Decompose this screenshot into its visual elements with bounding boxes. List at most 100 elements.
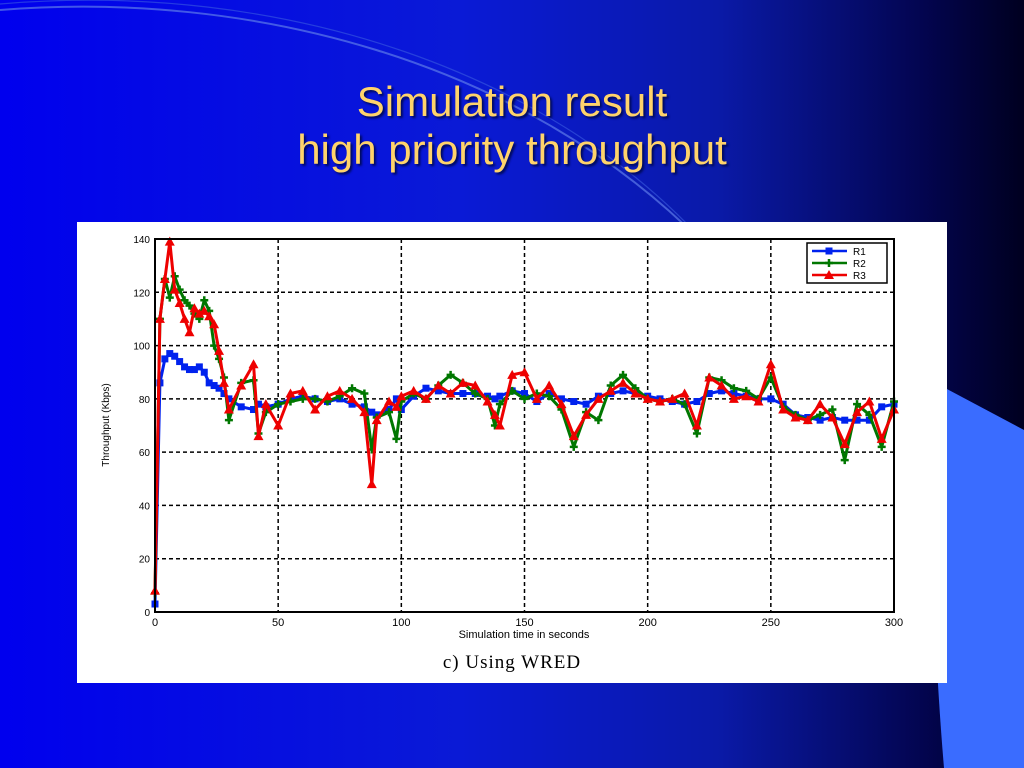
data-point-r1 bbox=[705, 390, 713, 398]
grid bbox=[155, 239, 894, 612]
data-point-r3 bbox=[260, 399, 271, 409]
data-point-r2 bbox=[360, 389, 369, 398]
data-point-r1 bbox=[348, 400, 356, 408]
data-point-r2 bbox=[865, 410, 874, 419]
data-point-r3 bbox=[396, 391, 407, 401]
data-point-r1 bbox=[434, 387, 442, 395]
slide-title: Simulation result high priority throughp… bbox=[0, 78, 1024, 174]
data-point-r1 bbox=[853, 416, 861, 424]
legend-marker bbox=[824, 270, 834, 279]
data-point-r1 bbox=[195, 363, 203, 371]
data-point-r3 bbox=[815, 399, 826, 409]
y-tick-label: 140 bbox=[133, 235, 150, 246]
data-point-r1 bbox=[185, 366, 193, 374]
data-point-r3 bbox=[482, 396, 493, 406]
data-point-r2 bbox=[569, 442, 578, 451]
data-point-r3 bbox=[218, 377, 229, 387]
data-point-r3 bbox=[489, 409, 500, 419]
data-point-r3 bbox=[470, 380, 481, 390]
x-axis-label: Simulation time in seconds bbox=[459, 629, 590, 641]
data-point-r3 bbox=[223, 404, 234, 414]
x-tick-label: 50 bbox=[272, 617, 284, 629]
data-point-r3 bbox=[420, 393, 431, 403]
data-point-r3 bbox=[494, 420, 505, 430]
y-axis-label: Throughput (Kbps) bbox=[101, 383, 112, 466]
data-point-r1 bbox=[166, 350, 174, 358]
data-point-r2 bbox=[446, 370, 455, 379]
data-point-r2 bbox=[200, 296, 209, 305]
legend-marker bbox=[825, 247, 833, 255]
data-point-r1 bbox=[360, 403, 368, 411]
data-point-r3 bbox=[179, 313, 190, 323]
data-point-r1 bbox=[865, 416, 873, 424]
data-point-r3 bbox=[174, 297, 185, 307]
data-point-r3 bbox=[593, 393, 604, 403]
y-tick-label: 20 bbox=[139, 555, 151, 566]
data-point-r3 bbox=[391, 401, 402, 411]
data-point-r3 bbox=[310, 404, 321, 414]
data-point-r2 bbox=[692, 429, 701, 438]
data-point-r3 bbox=[864, 396, 875, 406]
data-point-r1 bbox=[816, 416, 824, 424]
data-point-r3 bbox=[642, 393, 653, 403]
data-point-r1 bbox=[730, 390, 738, 398]
data-point-r3 bbox=[194, 308, 205, 318]
data-point-r1 bbox=[254, 400, 262, 408]
x-tick-label: 250 bbox=[762, 617, 780, 629]
series-r3 bbox=[150, 236, 899, 595]
data-point-r2 bbox=[298, 394, 307, 403]
data-point-r1 bbox=[878, 403, 886, 411]
data-point-r2 bbox=[495, 400, 504, 409]
y-tick-label: 40 bbox=[139, 501, 151, 512]
data-point-r1 bbox=[250, 406, 258, 414]
data-point-r1 bbox=[225, 395, 233, 403]
data-point-r2 bbox=[853, 400, 862, 409]
legend-marker bbox=[825, 259, 833, 267]
data-point-r3 bbox=[605, 385, 616, 395]
data-point-r3 bbox=[273, 420, 284, 430]
data-point-r3 bbox=[741, 391, 752, 401]
data-point-r1 bbox=[582, 400, 590, 408]
data-point-r3 bbox=[753, 396, 764, 406]
data-point-r2 bbox=[877, 442, 886, 451]
x-tick-label: 100 bbox=[392, 617, 410, 629]
data-point-r2 bbox=[619, 370, 628, 379]
y-tick-label: 80 bbox=[139, 395, 151, 406]
data-point-r1 bbox=[392, 395, 400, 403]
data-point-r2 bbox=[840, 456, 849, 465]
data-point-r1 bbox=[557, 395, 565, 403]
data-point-r3 bbox=[630, 388, 641, 398]
data-point-r2 bbox=[392, 434, 401, 443]
figure-caption: c) Using WRED bbox=[442, 652, 582, 673]
data-point-r2 bbox=[274, 400, 283, 409]
data-point-r3 bbox=[765, 359, 776, 369]
data-point-r2 bbox=[545, 392, 554, 401]
data-point-r1 bbox=[368, 408, 376, 416]
legend-label: R1 bbox=[853, 247, 866, 258]
data-point-r2 bbox=[224, 416, 233, 425]
data-point-r1 bbox=[718, 387, 726, 395]
data-point-r3 bbox=[159, 273, 170, 283]
legend-label: R3 bbox=[853, 271, 866, 282]
ticks: 0 50 100 150 200 250 300 0 20 40 60 80 100 120 140 bbox=[133, 235, 903, 629]
legend-label: R2 bbox=[853, 259, 866, 270]
data-point-r1 bbox=[570, 398, 578, 406]
data-point-r1 bbox=[190, 366, 198, 374]
data-point-r2 bbox=[594, 416, 603, 425]
data-point-r3 bbox=[154, 313, 165, 323]
data-point-r3 bbox=[544, 380, 555, 390]
data-point-r1 bbox=[521, 390, 528, 398]
data-point-r1 bbox=[237, 403, 245, 411]
data-point-r1 bbox=[176, 358, 184, 366]
plot-frame bbox=[154, 238, 895, 613]
series bbox=[150, 236, 899, 608]
data-point-r1 bbox=[767, 395, 775, 403]
data-point-r3 bbox=[618, 377, 629, 387]
data-point-r1 bbox=[459, 390, 467, 398]
data-point-r2 bbox=[385, 408, 394, 417]
data-point-r1 bbox=[841, 416, 849, 424]
data-point-r2 bbox=[816, 410, 825, 419]
data-point-r3 bbox=[433, 380, 444, 390]
data-point-r3 bbox=[189, 303, 200, 313]
data-point-r3 bbox=[679, 388, 690, 398]
